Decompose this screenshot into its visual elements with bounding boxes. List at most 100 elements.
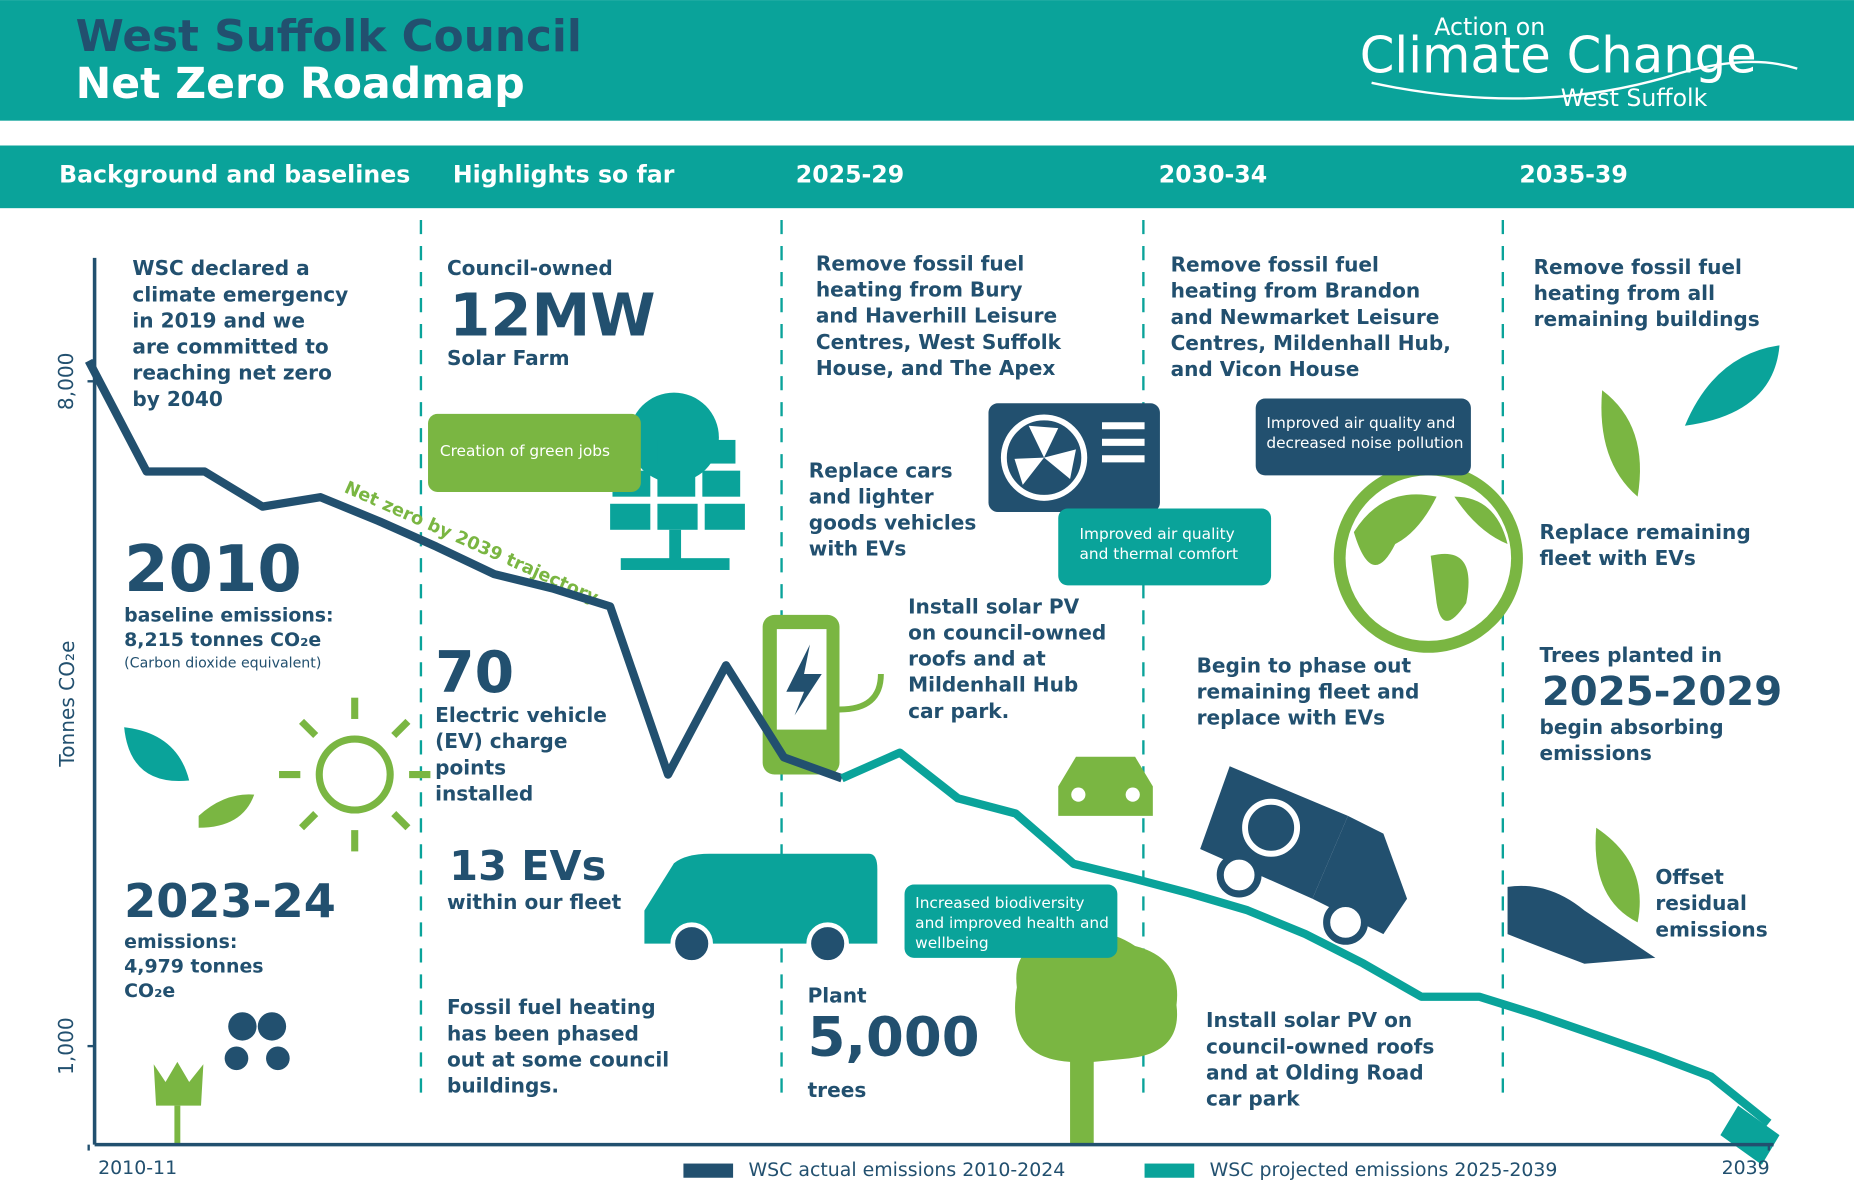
note: (Carbon dioxide equivalent)	[124, 655, 321, 671]
body-text: Install solar PV on	[1206, 1008, 1412, 1032]
body-text: Remove fossil fuel	[1171, 253, 1379, 277]
body-text: Install solar PV	[908, 594, 1080, 618]
body-text: goods vehicles	[809, 511, 977, 535]
body-text: and Haverhill Leisure	[816, 304, 1057, 328]
body-text: Offset	[1655, 865, 1724, 889]
body-text: baseline emissions:	[124, 605, 333, 627]
box-text: Creation of green jobs	[440, 442, 610, 460]
body-text: points	[435, 755, 506, 779]
body-text: in 2019 and we	[132, 308, 305, 332]
body-text: out at some council	[447, 1047, 669, 1071]
legend-label: WSC projected emissions 2025-2039	[1210, 1159, 1558, 1181]
info-box	[1058, 508, 1272, 586]
box-text: and improved health and	[915, 914, 1109, 932]
body-text: Fossil fuel heating	[447, 995, 656, 1019]
body-text: has been phased	[447, 1021, 639, 1045]
logo-swoosh	[1371, 60, 1798, 100]
body-text: WSC declared a	[132, 256, 309, 280]
series-line	[85, 358, 844, 783]
column-header: 2035-39	[1519, 161, 1627, 189]
y-axis-label: Tonnes CO₂e	[55, 641, 79, 768]
column-header: 2030-34	[1159, 161, 1267, 189]
body-text: 4,979 tonnes	[124, 956, 263, 978]
body-text: Replace cars	[809, 458, 953, 482]
body-text: climate emergency	[132, 282, 348, 306]
info-box	[904, 884, 1118, 958]
body-text: Replace remaining	[1539, 520, 1750, 544]
x-tick-label: 2039	[1722, 1157, 1770, 1179]
legend-swatch	[683, 1163, 734, 1178]
body-text: emissions:	[124, 931, 237, 953]
body-text: by 2040	[132, 387, 222, 411]
legend-label: WSC actual emissions 2010-2024	[748, 1159, 1065, 1181]
body-text: Centres, West Suffolk	[816, 330, 1062, 354]
column-header: Background and baselines	[59, 161, 410, 189]
icons	[124, 345, 1780, 1165]
body-text: begin absorbing	[1539, 715, 1723, 739]
body-text: council-owned roofs	[1206, 1034, 1434, 1058]
big-number: 12MW	[449, 280, 655, 349]
body-text: trees	[808, 1078, 867, 1102]
body-text: residual	[1655, 891, 1747, 915]
body-text: Mildenhall Hub	[908, 673, 1078, 697]
y-tick-label: 1,000	[54, 1017, 78, 1075]
body-text: with EVs	[809, 537, 907, 561]
body-text: within our fleet	[447, 890, 622, 914]
series-line	[840, 748, 1772, 1127]
y-tick-label: 8,000	[54, 353, 78, 411]
body-text: installed	[435, 781, 533, 805]
column-header: 2025-29	[796, 161, 904, 189]
box-text: decreased noise pollution	[1266, 434, 1463, 452]
body-text: on council-owned	[908, 620, 1106, 644]
body-text: roofs and at	[908, 647, 1046, 671]
body-text: Plant	[808, 983, 867, 1007]
body-text: replace with EVs	[1197, 706, 1386, 730]
subtitle: Net Zero Roadmap	[76, 59, 525, 109]
body-text: heating from Brandon	[1171, 279, 1421, 303]
body-text: CO₂e	[124, 980, 175, 1002]
big-number: 2023-24	[124, 874, 336, 928]
logo-text: Action on	[1434, 13, 1545, 41]
body-text: and at Olding Road	[1206, 1060, 1424, 1084]
logo-text: Climate Change	[1360, 27, 1757, 85]
big-number: 13 EVs	[449, 842, 606, 890]
big-number: 2025-2029	[1542, 669, 1782, 715]
body-text: and lighter	[809, 484, 934, 508]
title: West Suffolk Council	[76, 11, 582, 62]
body-text: Council-owned	[447, 256, 613, 280]
body-text: emissions	[1655, 917, 1767, 941]
info-box	[1255, 398, 1471, 476]
body-text: House, and The Apex	[816, 356, 1056, 380]
body-text: and Newmarket Leisure	[1171, 305, 1440, 329]
body-text: remaining buildings	[1534, 307, 1760, 331]
body-text: emissions	[1539, 741, 1651, 765]
body-text: (EV) charge	[435, 729, 567, 753]
big-number: 2010	[124, 533, 302, 607]
body-text: heating from all	[1534, 281, 1715, 305]
header-band	[0, 0, 1854, 121]
info-box	[428, 413, 641, 492]
box-text: and thermal comfort	[1080, 545, 1239, 563]
body-text: Remove fossil fuel	[1534, 255, 1742, 279]
body-text: Remove fossil fuel	[816, 251, 1024, 275]
big-number: 70	[435, 640, 514, 706]
column-header: Highlights so far	[453, 161, 675, 189]
box-text: Improved air quality	[1080, 525, 1235, 543]
box-text: Increased biodiversity	[915, 894, 1084, 912]
body-text: Solar Farm	[447, 346, 570, 370]
logo-text: West Suffolk	[1561, 84, 1708, 112]
big-number: 5,000	[808, 1006, 980, 1069]
body-text: are committed to	[132, 335, 328, 359]
body-text: heating from Bury	[816, 278, 1023, 302]
body-text: buildings.	[447, 1074, 559, 1098]
x-tick-label: 2010-11	[98, 1157, 177, 1179]
body-text: car park	[1206, 1087, 1300, 1111]
body-text: car park.	[908, 699, 1009, 723]
body-text: Electric vehicle	[435, 703, 607, 727]
body-text: reaching net zero	[132, 361, 331, 385]
body-text: remaining fleet and	[1197, 680, 1420, 704]
body-text: fleet with EVs	[1539, 546, 1695, 570]
box-text: Improved air quality and	[1266, 414, 1455, 432]
